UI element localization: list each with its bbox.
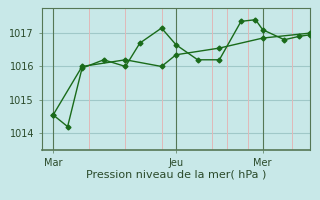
X-axis label: Pression niveau de la mer( hPa ): Pression niveau de la mer( hPa ): [86, 169, 266, 179]
